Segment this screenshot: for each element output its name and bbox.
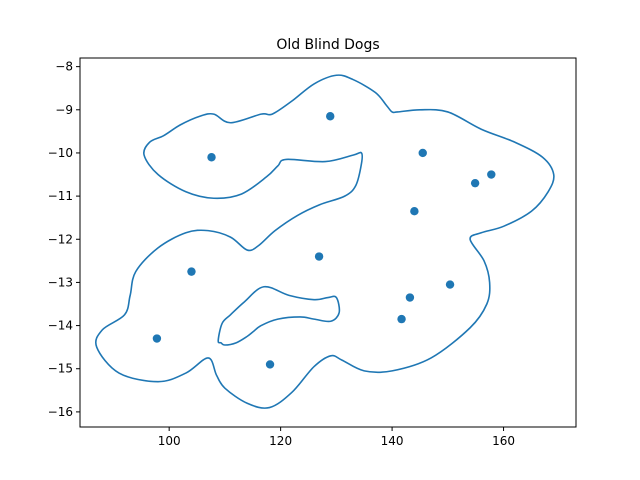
- axes-frame: [79, 57, 577, 428]
- y-tick-label: −8: [55, 60, 73, 74]
- scatter-point: [418, 148, 427, 158]
- y-tick-label: −13: [48, 275, 73, 289]
- chart-title: Old Blind Dogs: [276, 37, 379, 53]
- x-tick-label: 120: [269, 434, 292, 448]
- plot-area: [94, 74, 555, 409]
- scatter-point: [410, 207, 419, 216]
- x-tick-label: 140: [381, 434, 404, 448]
- y-tick-label: −10: [48, 146, 73, 160]
- inner-contour-line: [217, 285, 341, 346]
- y-tick-label: −11: [48, 189, 73, 203]
- y-tick-label: −15: [48, 362, 73, 376]
- y-tick-label: −12: [48, 232, 73, 246]
- scatter-point: [314, 252, 324, 261]
- scatter-point: [326, 112, 335, 121]
- scatter-point: [445, 280, 455, 289]
- outer-contour-line: [94, 74, 555, 409]
- axes: 100 120 140 160 −8 −9 −10 −11 −12 −13 −14 −15 −16: [48, 57, 577, 448]
- scatter-point: [470, 178, 480, 188]
- scatter-point: [405, 293, 415, 302]
- scatter-point: [207, 153, 216, 162]
- y-tick-label: −9: [55, 103, 73, 117]
- scatter-point: [265, 360, 275, 369]
- y-tick-label: −14: [48, 319, 73, 333]
- x-tick-label: 160: [492, 434, 515, 448]
- x-tick-label: 100: [158, 434, 181, 448]
- scatter-point: [397, 314, 406, 324]
- scatter-point: [187, 267, 196, 276]
- scatter-point: [152, 334, 162, 343]
- scatter-point: [487, 170, 496, 179]
- y-tick-label: −16: [48, 405, 73, 419]
